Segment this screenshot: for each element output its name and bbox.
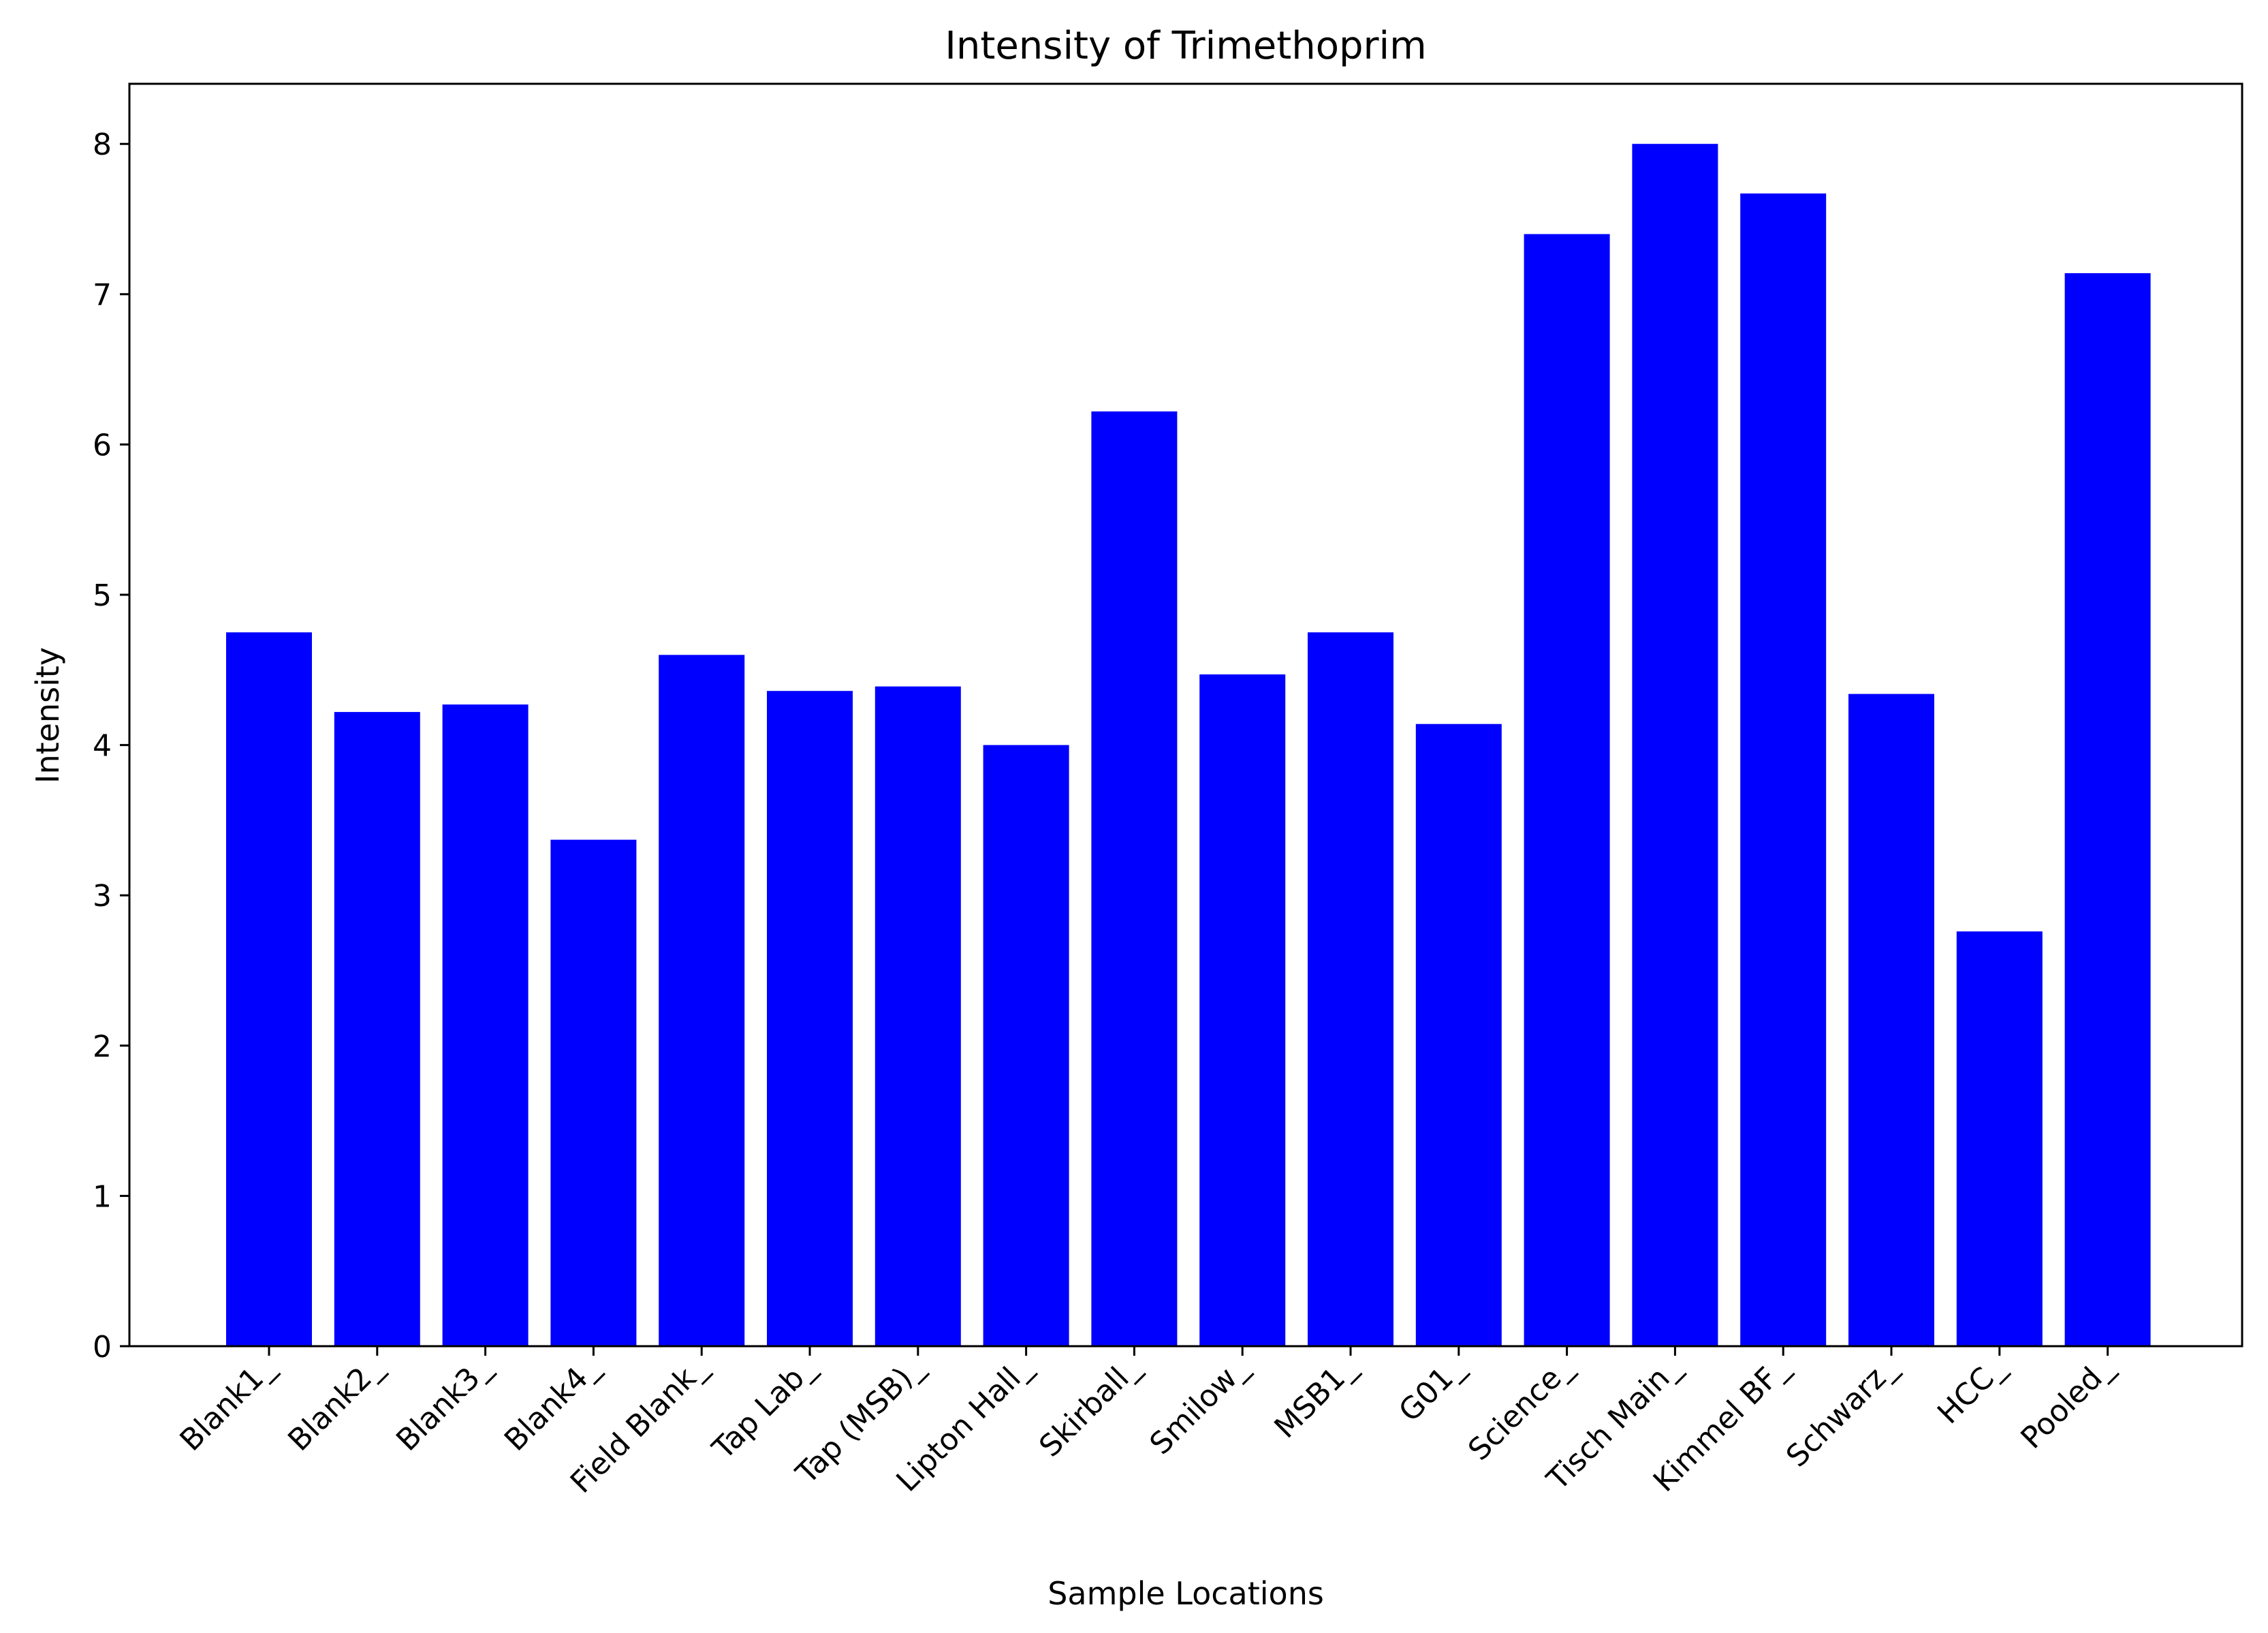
bar: [1956, 931, 2043, 1346]
bar: [1740, 193, 1827, 1346]
y-tick-label: 3: [93, 879, 112, 914]
y-tick-label: 1: [93, 1179, 112, 1214]
bar: [875, 686, 961, 1346]
bar: [1091, 411, 1178, 1346]
x-axis-title: Sample Locations: [1048, 1575, 1324, 1612]
bar: [226, 632, 312, 1347]
bar: [550, 839, 637, 1346]
y-axis-ticks: 0 1 2 3 4 5 6 7 8: [93, 127, 129, 1365]
bars-group: [226, 144, 2151, 1347]
bar: [659, 655, 745, 1346]
y-tick-label: 0: [93, 1330, 112, 1365]
y-tick-label: 8: [93, 127, 112, 162]
y-axis-title: Intensity: [29, 647, 66, 783]
bar: [1848, 694, 1934, 1346]
plot-frame: [128, 82, 2243, 1348]
bar: [1308, 632, 1393, 1347]
bar: [983, 745, 1069, 1346]
bar: [1415, 724, 1502, 1346]
y-tick-label: 7: [93, 278, 112, 313]
y-tick-label: 2: [93, 1029, 112, 1064]
y-tick-label: 5: [93, 578, 112, 613]
bar: [2064, 273, 2151, 1346]
chart-title: Intensity of Trimethoprim: [945, 24, 1426, 68]
bar: [1524, 234, 1610, 1347]
bar: [1199, 674, 1286, 1346]
y-tick-label: 4: [93, 729, 112, 764]
y-tick-label: 6: [93, 428, 112, 463]
bar: [767, 691, 853, 1346]
bar: [1632, 144, 1718, 1347]
bar: [334, 712, 420, 1346]
bar: [442, 704, 529, 1346]
